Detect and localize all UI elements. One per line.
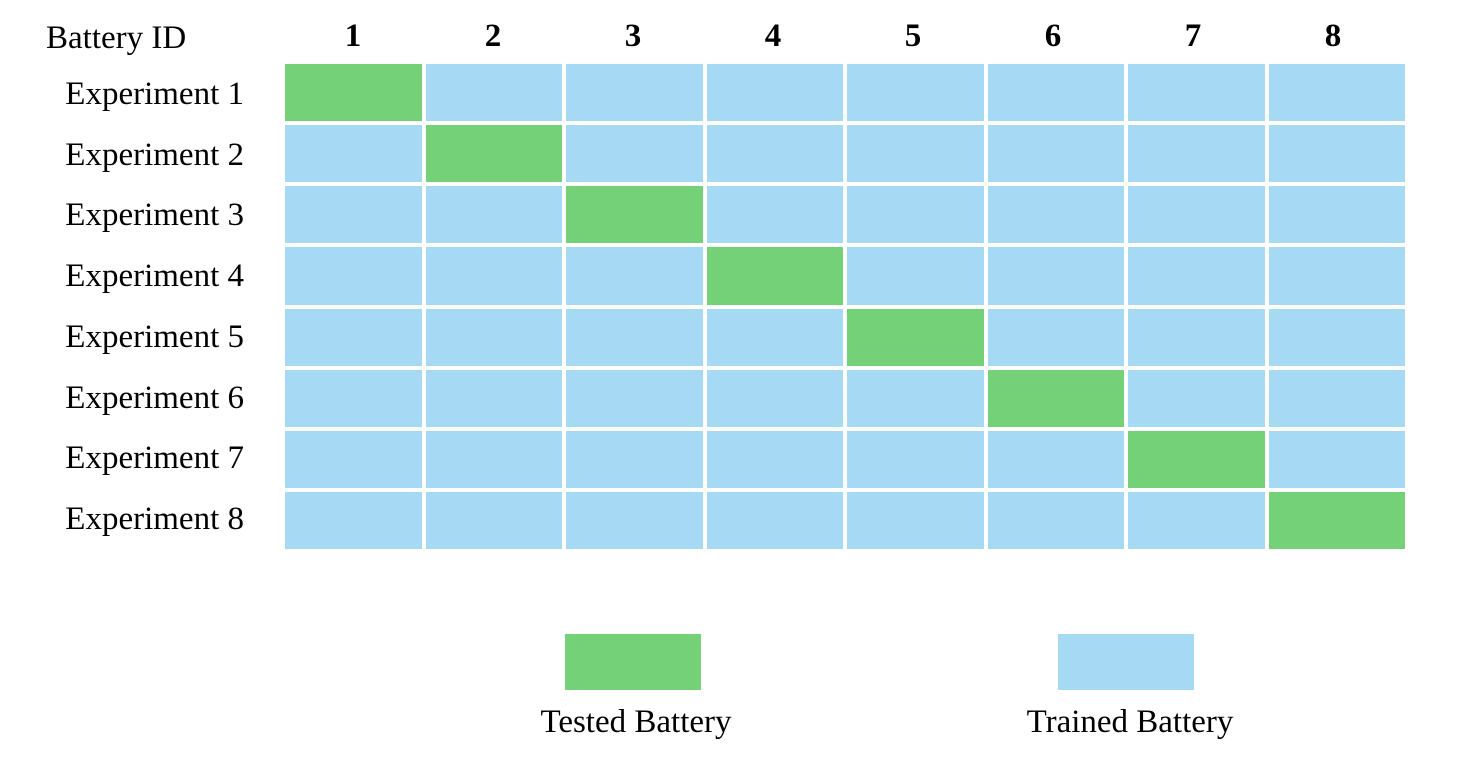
row-label-experiment-4: Experiment 4 <box>65 258 244 294</box>
grid-cell-exp1-battery5-trained <box>847 64 984 122</box>
grid-cell-exp3-battery1-trained <box>285 186 422 244</box>
experiment-battery-grid <box>285 64 1405 549</box>
grid-cell-exp5-battery5-tested <box>847 308 984 366</box>
grid-cell-exp2-battery5-trained <box>847 125 984 183</box>
grid-cell-exp8-battery8-tested <box>1268 491 1405 549</box>
column-header-3: 3 <box>624 18 642 54</box>
grid-cell-exp5-battery8-trained <box>1268 308 1405 366</box>
column-header-2: 2 <box>484 18 502 54</box>
grid-cell-exp4-battery8-trained <box>1268 247 1405 305</box>
grid-cell-exp3-battery3-tested <box>566 186 703 244</box>
grid-cell-exp1-battery2-trained <box>425 64 562 122</box>
legend-trained-label: Trained Battery <box>1026 704 1234 740</box>
row-label-experiment-7: Experiment 7 <box>65 440 244 476</box>
grid-cell-exp6-battery4-trained <box>706 369 843 427</box>
grid-cell-exp6-battery7-trained <box>1128 369 1265 427</box>
row-label-experiment-5: Experiment 5 <box>65 319 244 355</box>
battery-id-header: Battery ID <box>46 20 187 56</box>
row-label-experiment-6: Experiment 6 <box>65 380 244 416</box>
grid-cell-exp3-battery2-trained <box>425 186 562 244</box>
grid-cell-exp5-battery6-trained <box>987 308 1124 366</box>
grid-cell-exp1-battery4-trained <box>706 64 843 122</box>
grid-cell-exp6-battery8-trained <box>1268 369 1405 427</box>
grid-cell-exp7-battery3-trained <box>566 430 703 488</box>
grid-cell-exp1-battery6-trained <box>987 64 1124 122</box>
grid-cell-exp7-battery6-trained <box>987 430 1124 488</box>
column-header-6: 6 <box>1044 18 1062 54</box>
grid-cell-exp6-battery3-trained <box>566 369 703 427</box>
grid-cell-exp6-battery5-trained <box>847 369 984 427</box>
legend-tested-swatch <box>565 634 701 690</box>
grid-cell-exp3-battery7-trained <box>1128 186 1265 244</box>
grid-cell-exp3-battery4-trained <box>706 186 843 244</box>
legend-tested-label: Tested Battery <box>540 704 732 740</box>
grid-cell-exp8-battery5-trained <box>847 491 984 549</box>
grid-cell-exp2-battery8-trained <box>1268 125 1405 183</box>
row-label-experiment-3: Experiment 3 <box>65 197 244 233</box>
grid-cell-exp5-battery7-trained <box>1128 308 1265 366</box>
grid-cell-exp3-battery8-trained <box>1268 186 1405 244</box>
grid-cell-exp4-battery4-tested <box>706 247 843 305</box>
grid-cell-exp6-battery2-trained <box>425 369 562 427</box>
grid-cell-exp5-battery2-trained <box>425 308 562 366</box>
grid-cell-exp4-battery6-trained <box>987 247 1124 305</box>
grid-cell-exp5-battery3-trained <box>566 308 703 366</box>
grid-cell-exp7-battery1-trained <box>285 430 422 488</box>
column-header-7: 7 <box>1184 18 1202 54</box>
column-header-5: 5 <box>904 18 922 54</box>
grid-cell-exp5-battery4-trained <box>706 308 843 366</box>
grid-cell-exp1-battery3-trained <box>566 64 703 122</box>
column-header-8: 8 <box>1324 18 1342 54</box>
grid-cell-exp4-battery7-trained <box>1128 247 1265 305</box>
grid-cell-exp6-battery6-tested <box>987 369 1124 427</box>
grid-cell-exp8-battery4-trained <box>706 491 843 549</box>
grid-cell-exp2-battery1-trained <box>285 125 422 183</box>
grid-cell-exp3-battery6-trained <box>987 186 1124 244</box>
grid-cell-exp8-battery6-trained <box>987 491 1124 549</box>
grid-cell-exp4-battery3-trained <box>566 247 703 305</box>
column-header-4: 4 <box>764 18 782 54</box>
column-header-1: 1 <box>344 18 362 54</box>
grid-cell-exp4-battery5-trained <box>847 247 984 305</box>
row-label-experiment-2: Experiment 2 <box>65 137 244 173</box>
grid-cell-exp6-battery1-trained <box>285 369 422 427</box>
grid-cell-exp1-battery1-tested <box>285 64 422 122</box>
grid-cell-exp1-battery7-trained <box>1128 64 1265 122</box>
grid-cell-exp7-battery2-trained <box>425 430 562 488</box>
grid-cell-exp7-battery8-trained <box>1268 430 1405 488</box>
row-label-experiment-1: Experiment 1 <box>65 76 244 112</box>
grid-cell-exp8-battery7-trained <box>1128 491 1265 549</box>
grid-cell-exp4-battery2-trained <box>425 247 562 305</box>
grid-cell-exp8-battery3-trained <box>566 491 703 549</box>
grid-cell-exp2-battery7-trained <box>1128 125 1265 183</box>
grid-cell-exp2-battery4-trained <box>706 125 843 183</box>
grid-cell-exp1-battery8-trained <box>1268 64 1405 122</box>
grid-cell-exp4-battery1-trained <box>285 247 422 305</box>
grid-cell-exp2-battery2-tested <box>425 125 562 183</box>
row-label-experiment-8: Experiment 8 <box>65 501 244 537</box>
grid-cell-exp8-battery1-trained <box>285 491 422 549</box>
grid-cell-exp7-battery5-trained <box>847 430 984 488</box>
grid-cell-exp5-battery1-trained <box>285 308 422 366</box>
grid-cell-exp2-battery3-trained <box>566 125 703 183</box>
legend-trained-swatch <box>1058 634 1194 690</box>
grid-cell-exp8-battery2-trained <box>425 491 562 549</box>
grid-cell-exp7-battery4-trained <box>706 430 843 488</box>
grid-cell-exp3-battery5-trained <box>847 186 984 244</box>
grid-cell-exp2-battery6-trained <box>987 125 1124 183</box>
grid-cell-exp7-battery7-tested <box>1128 430 1265 488</box>
